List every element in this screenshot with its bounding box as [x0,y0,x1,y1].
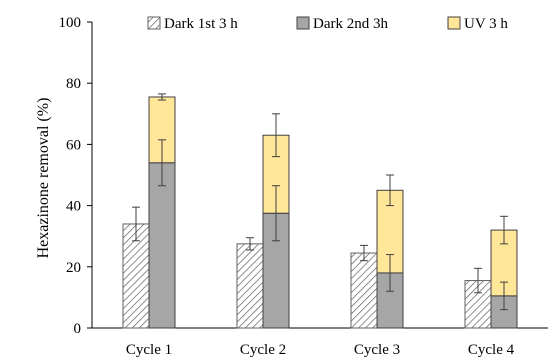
bar-dark-2nd [149,163,175,328]
y-tick-label: 40 [66,199,81,215]
chart-bars [123,97,517,328]
legend-swatch [297,17,309,29]
x-tick-label: Cycle 4 [468,342,515,358]
y-axis-title: Hexazinone removal (%) [35,98,52,259]
bar-dark-1st [237,244,263,328]
legend-swatch [148,17,160,29]
chart-legend: Dark 1st 3 h Dark 2nd 3h UV 3 h [148,16,508,32]
y-tick-label: 0 [74,321,82,337]
legend-label: Dark 1st 3 h [164,16,238,32]
y-tick-label: 60 [66,137,81,153]
legend-swatch [448,17,460,29]
y-tick-label: 100 [59,15,82,31]
y-tick-label: 20 [66,260,81,276]
x-tick-label: Cycle 2 [240,342,286,358]
x-tick-label: Cycle 1 [126,342,172,358]
x-tick-label: Cycle 3 [354,342,400,358]
bar-dark-1st [351,253,377,328]
y-tick-label: 80 [66,76,81,92]
legend-label: Dark 2nd 3h [313,16,388,32]
chart-error-bars [132,94,508,310]
legend-label: UV 3 h [464,16,508,32]
